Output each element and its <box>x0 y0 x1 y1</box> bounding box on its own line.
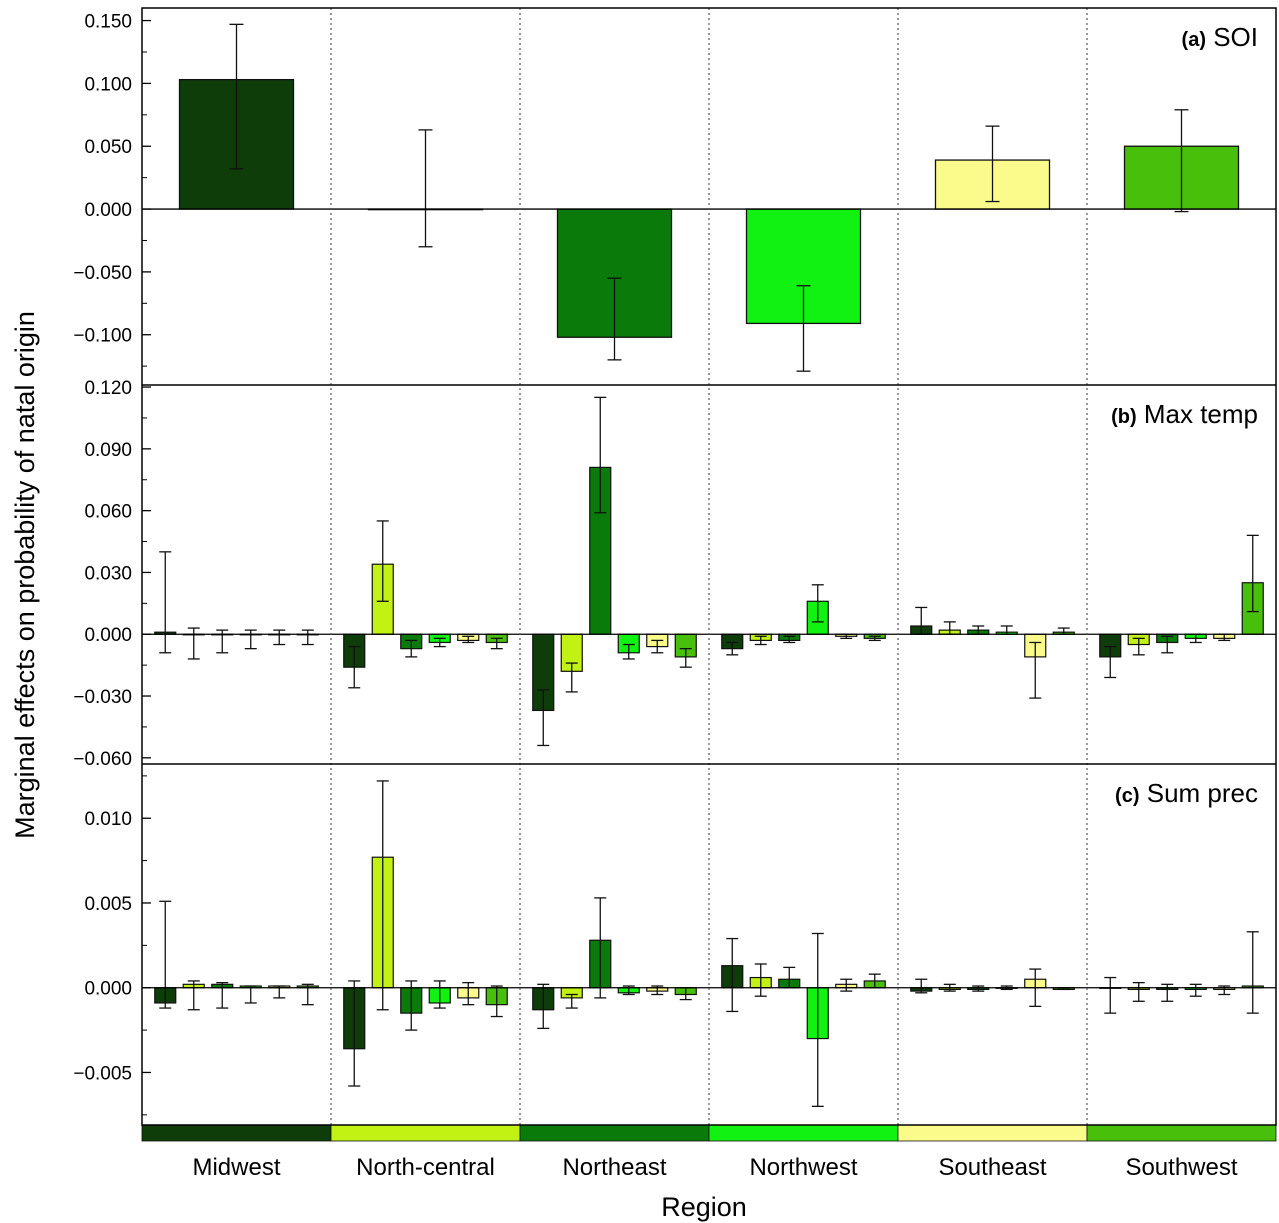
y-tick-label: −0.030 <box>73 687 132 708</box>
y-tick-label: −0.100 <box>73 326 132 347</box>
panel: 0.010 0.005 0.000 −0.005 (c) Sum prec <box>73 775 1276 1116</box>
region-label: Midwest <box>192 1154 280 1181</box>
panel: 0.120 0.090 0.060 0.030 0.000 −0.030 −0.060 (b)… <box>73 378 1276 770</box>
region-color-band <box>708 1124 899 1142</box>
plot-border <box>141 7 1277 1126</box>
y-tick-label: −0.050 <box>73 263 132 284</box>
y-tick-label: 0.150 <box>84 12 132 33</box>
y-axis-title: Marginal effects on probability of natal… <box>10 311 40 839</box>
x-axis-title: Region <box>661 1192 747 1222</box>
panel-label: (a) SOI <box>1182 22 1258 52</box>
plot-frame <box>141 7 1277 1126</box>
y-tick-label: 0.090 <box>84 440 132 461</box>
region-color-band <box>1086 1124 1277 1142</box>
panel-letter: (c) <box>1115 785 1139 807</box>
panel-name: Max temp <box>1137 399 1258 429</box>
y-tick-label: 0.000 <box>84 979 132 1000</box>
panel-name: SOI <box>1206 22 1258 52</box>
axis-labels: Marginal effects on probability of natal… <box>10 311 1238 1222</box>
panel-label: (b) Max temp <box>1111 399 1258 429</box>
y-tick-label: −0.060 <box>73 749 132 770</box>
y-tick-label: 0.100 <box>84 74 132 95</box>
panel-label: (c) Sum prec <box>1115 778 1258 808</box>
y-tick-label: 0.000 <box>84 200 132 221</box>
panel-name: Sum prec <box>1140 778 1259 808</box>
y-tick-label: 0.005 <box>84 894 132 915</box>
region-color-bands <box>141 1124 1277 1142</box>
region-color-band <box>141 1124 332 1142</box>
region-color-band <box>330 1124 521 1142</box>
panel-letter: (a) <box>1182 29 1206 51</box>
panel-letter: (b) <box>1111 406 1137 428</box>
panel: 0.150 0.100 0.050 0.000 −0.050 −0.100 (a) SOI <box>73 12 1276 372</box>
region-label: Northeast <box>562 1154 666 1181</box>
y-tick-label: 0.000 <box>84 625 132 646</box>
y-tick-label: 0.120 <box>84 378 132 399</box>
y-tick-label: 0.050 <box>84 137 132 158</box>
y-tick-label: 0.060 <box>84 502 132 523</box>
y-tick-label: 0.010 <box>84 809 132 830</box>
region-label: Southwest <box>1125 1154 1237 1181</box>
region-label: North-central <box>356 1154 495 1181</box>
region-label: Southeast <box>938 1154 1046 1181</box>
region-color-band <box>519 1124 710 1142</box>
region-color-band <box>897 1124 1088 1142</box>
y-tick-label: −0.005 <box>73 1063 132 1084</box>
y-tick-label: 0.030 <box>84 563 132 584</box>
region-label: Northwest <box>749 1154 857 1181</box>
